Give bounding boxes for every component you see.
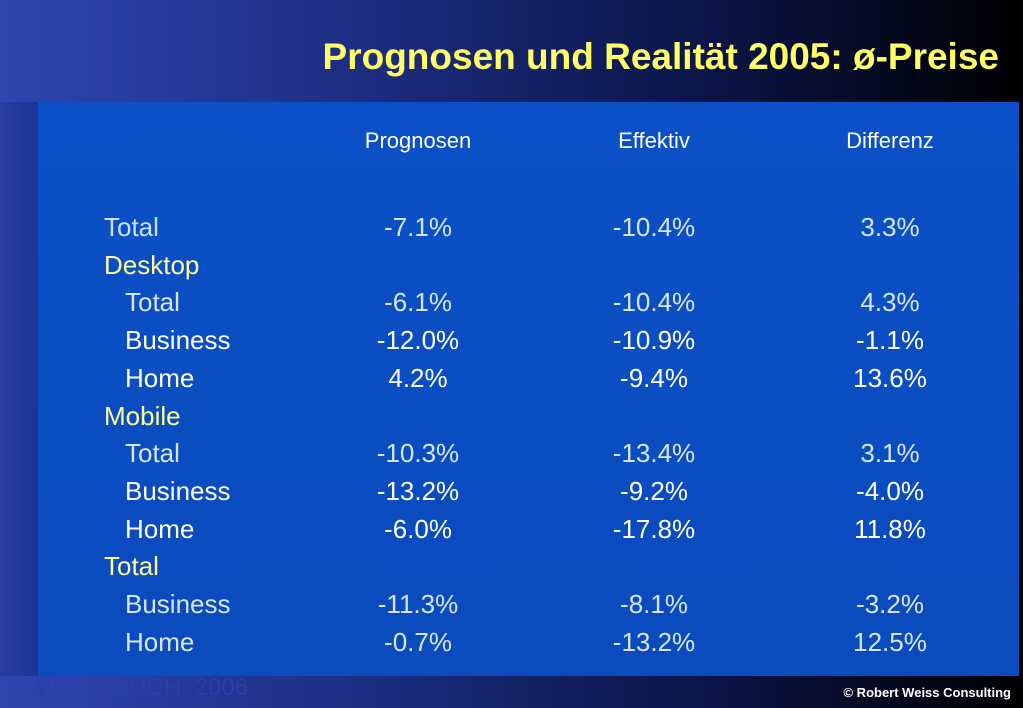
row-label: Home <box>125 514 195 544</box>
cell-prognosen: -11.3% <box>377 589 459 619</box>
table-row: Total -7.1% -10.4% 3.3% <box>0 212 1023 250</box>
cell-effektiv: -17.8% <box>612 514 696 544</box>
row-label: Total <box>125 287 180 317</box>
row-label: Total <box>125 438 180 468</box>
cell-effektiv: -9.2% <box>620 476 688 506</box>
row-label: Business <box>125 476 231 506</box>
cell-prognosen: -6.0% <box>384 514 452 544</box>
cell-effektiv: -13.2% <box>612 627 696 657</box>
table-row: Home -6.0% -17.8% 11.8% <box>0 514 1023 552</box>
cell-differenz: -3.2% <box>856 589 924 619</box>
cell-effektiv: -10.9% <box>612 325 696 355</box>
row-label: Desktop <box>104 250 200 280</box>
row-label: Total <box>104 212 159 242</box>
table-row: Total -10.3% -13.4% 3.1% <box>0 438 1023 476</box>
row-label: Home <box>125 627 195 657</box>
footer-copyright: © Robert Weiss Consulting <box>843 685 1011 700</box>
table-row: Business -11.3% -8.1% -3.2% <box>0 589 1023 627</box>
column-header-differenz: Differenz <box>846 128 934 153</box>
row-label: Business <box>125 325 231 355</box>
table-row: Desktop <box>0 250 1023 288</box>
column-header-effektiv: Effektiv <box>618 128 690 153</box>
cell-differenz: 12.5% <box>853 627 927 657</box>
panel-left-edge <box>0 102 38 676</box>
cell-differenz: 3.1% <box>860 438 920 468</box>
cell-prognosen: -12.0% <box>376 325 460 355</box>
cell-prognosen: -0.7% <box>384 627 452 657</box>
cell-differenz: -1.1% <box>856 325 924 355</box>
cell-effektiv: -10.4% <box>612 212 696 242</box>
cell-effektiv: -8.1% <box>620 589 688 619</box>
cell-differenz: 3.3% <box>860 212 920 242</box>
table-row: Business -12.0% -10.9% -1.1% <box>0 325 1023 363</box>
table-panel <box>38 102 1019 676</box>
table-row: Business -13.2% -9.2% -4.0% <box>0 476 1023 514</box>
cell-effektiv: -13.4% <box>612 438 696 468</box>
table-row: Total <box>0 551 1023 589</box>
cell-differenz: 4.3% <box>860 287 920 317</box>
cell-differenz: -4.0% <box>856 476 924 506</box>
row-label: Home <box>125 363 195 393</box>
row-label: Mobile <box>104 401 181 431</box>
footer-brand: WEISSBUCH 2006 <box>36 674 249 701</box>
table-row: Total -6.1% -10.4% 4.3% <box>0 287 1023 325</box>
table-row: Home 4.2% -9.4% 13.6% <box>0 363 1023 401</box>
cell-differenz: 13.6% <box>853 363 927 393</box>
cell-differenz: 11.8% <box>854 514 926 544</box>
cell-effektiv: -10.4% <box>612 287 696 317</box>
column-header-prognosen: Prognosen <box>364 128 472 153</box>
cell-prognosen: -13.2% <box>376 476 460 506</box>
table-row: Mobile <box>0 401 1023 439</box>
slide-title: Prognosen und Realität 2005: ø-Preise <box>322 36 999 77</box>
row-label: Business <box>125 589 231 619</box>
row-label: Total <box>104 551 159 581</box>
cell-effektiv: -9.4% <box>620 363 688 393</box>
table-row: Home -0.7% -13.2% 12.5% <box>0 627 1023 665</box>
cell-prognosen: -7.1% <box>384 212 452 242</box>
cell-prognosen: -10.3% <box>376 438 460 468</box>
cell-prognosen: -6.1% <box>384 287 452 317</box>
cell-prognosen: 4.2% <box>388 363 448 393</box>
